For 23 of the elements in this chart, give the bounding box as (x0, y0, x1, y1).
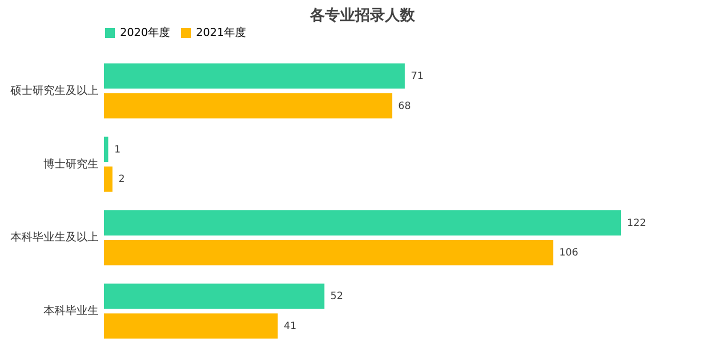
bar (104, 166, 112, 192)
y-tick-label: 本科毕业生 (44, 304, 98, 318)
bar (104, 93, 392, 118)
legend-label: 2020年度 (120, 26, 170, 39)
data-label: 106 (559, 248, 578, 259)
y-tick-label: 本科毕业生及以上 (10, 230, 98, 244)
bar (104, 284, 324, 309)
y-tick-label: 博士研究生 (44, 157, 98, 170)
data-label: 122 (627, 218, 646, 229)
bar (104, 240, 554, 266)
data-label: 68 (398, 100, 411, 112)
bar (104, 136, 108, 162)
bar (104, 313, 278, 339)
data-label: 71 (410, 70, 424, 82)
bar (104, 63, 405, 89)
legend-label: 2021年度 (196, 26, 246, 39)
data-label: 2 (118, 174, 125, 186)
data-label: 41 (284, 321, 296, 332)
bar (104, 210, 621, 236)
data-label: 52 (330, 291, 344, 302)
chart-title: 各专业招录人数 (309, 6, 416, 24)
y-tick-label: 硕士研究生及以上 (10, 84, 98, 97)
data-label: 1 (114, 144, 121, 156)
